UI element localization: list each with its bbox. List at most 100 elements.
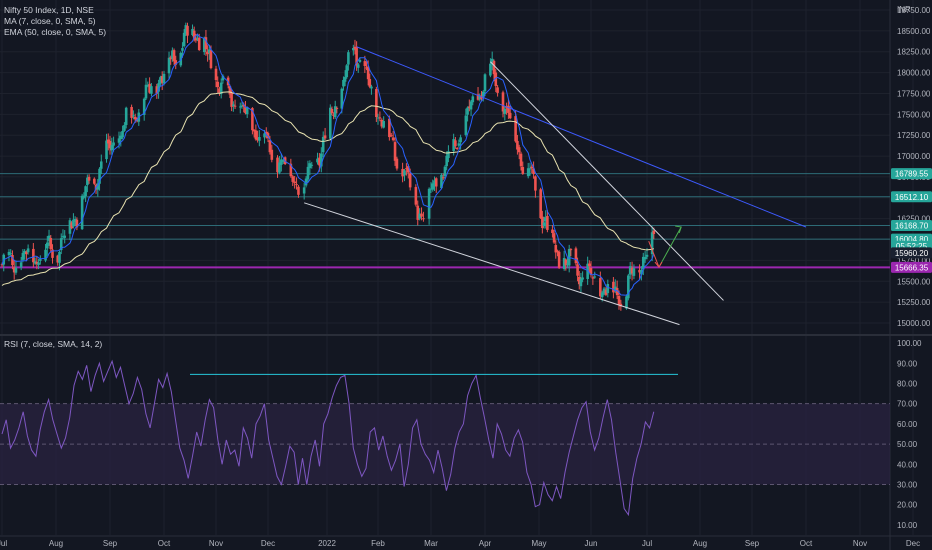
candle-body — [569, 249, 573, 251]
candle-body — [414, 187, 418, 205]
time-tick-label: Apr — [479, 539, 492, 548]
candle-body — [650, 232, 654, 255]
candle-body — [150, 86, 153, 94]
candle-body — [174, 60, 178, 65]
price-tick-label: 17000.00 — [897, 152, 931, 161]
projection-arrow-up — [658, 226, 682, 268]
candle-body — [297, 186, 300, 195]
price-tag-label: 16168.70 — [895, 221, 929, 230]
candle-body — [86, 177, 89, 186]
rsi-legend[interactable]: RSI (7, close, SMA, 14, 2) — [4, 339, 103, 349]
candle-body — [281, 159, 285, 162]
candle-body — [557, 251, 561, 268]
price-tag-label: 16004.80 — [895, 235, 929, 244]
candle-body — [121, 130, 124, 138]
candle-body — [49, 238, 53, 250]
candle-body — [302, 187, 306, 194]
chart-legend: Nifty 50 Index, 1D, NSE MA (7, close, 0,… — [4, 5, 106, 38]
candle-body — [342, 79, 345, 87]
candle-body — [240, 105, 244, 107]
candle-body — [457, 143, 461, 146]
candle-body — [123, 125, 126, 131]
candle-body — [466, 107, 469, 115]
candle-body — [408, 173, 412, 188]
candle-body — [155, 86, 159, 94]
price-tag — [891, 219, 932, 231]
candle-body — [146, 85, 150, 87]
candle-body — [431, 183, 435, 190]
rsi-tick-label: 10.00 — [897, 521, 918, 530]
candle-body — [395, 158, 399, 169]
candle-body — [25, 251, 28, 255]
time-tick-label: Sep — [745, 539, 760, 548]
horizontal-levels — [0, 173, 890, 269]
rsi-tick-label: 40.00 — [897, 460, 918, 469]
candle-body — [640, 270, 643, 275]
candle-body — [197, 37, 201, 51]
price-tag-label: 05:52:25 — [896, 242, 928, 251]
rsi-pane — [0, 359, 890, 517]
price-tick-label: 15500.00 — [897, 277, 931, 286]
price-tick-label: 15250.00 — [897, 298, 931, 307]
candle-body — [162, 73, 166, 84]
candle-body — [264, 131, 268, 134]
candle-body — [345, 65, 349, 78]
candle-body — [567, 248, 571, 266]
trendline-drawings[interactable] — [304, 46, 807, 326]
candle-body — [469, 101, 473, 110]
candle-body — [58, 251, 61, 263]
candle-body — [245, 107, 249, 115]
rsi-axis[interactable]: 100.00 90.00 80.00 70.00 60.00 50.00 40.00 30.0… — [897, 339, 922, 530]
ma-legend[interactable]: MA (7, close, 0, SMA, 5) — [4, 16, 96, 26]
candle-body — [602, 288, 606, 294]
candle-body — [434, 178, 438, 187]
candle-body — [546, 215, 549, 230]
candle-body — [363, 61, 367, 67]
candle-body — [455, 148, 459, 150]
candle-body — [393, 142, 397, 161]
candle-body — [422, 218, 425, 220]
candle-body — [454, 140, 457, 147]
candle-body — [532, 168, 535, 174]
candle-body — [280, 159, 283, 165]
price-tag — [891, 247, 932, 259]
candle-body — [167, 57, 171, 74]
candle-body — [82, 195, 86, 198]
candle-body — [406, 166, 410, 173]
candle-body — [332, 114, 335, 116]
candle-body — [171, 50, 174, 59]
candle-body — [539, 189, 542, 219]
candle-body — [433, 180, 436, 184]
candle-body — [562, 258, 566, 269]
candle-body — [628, 266, 632, 275]
time-tick-label: May — [531, 539, 546, 548]
price-tick-label: 18750.00 — [897, 6, 931, 15]
symbol-title[interactable]: Nifty 50 Index, 1D, NSE — [4, 5, 94, 15]
candle-body — [440, 174, 443, 189]
candle-body — [376, 117, 380, 119]
candle-body — [586, 263, 589, 279]
indicator-lines — [1, 33, 655, 296]
time-axis[interactable]: Jul Aug Sep Oct Nov Dec 2022 Feb Mar Apr May Jun Jul… — [0, 539, 920, 548]
candle-body — [542, 222, 546, 227]
candle-body — [321, 136, 325, 153]
candle-body — [186, 25, 189, 36]
candle-body — [471, 96, 475, 103]
candle-body — [645, 254, 649, 257]
candle-body — [108, 140, 112, 149]
price-tags: 16789.55 16512.10 16168.70 16004.8005:52:25… — [891, 168, 932, 273]
ema-legend[interactable]: EMA (50, close, 0, SMA, 5) — [4, 27, 107, 37]
candle-body — [606, 284, 610, 294]
candle-body — [37, 262, 40, 265]
candle-body — [204, 37, 208, 50]
candle-body — [576, 264, 579, 276]
candle-body — [70, 222, 73, 229]
candle-body — [429, 188, 433, 190]
candle-body — [160, 76, 164, 83]
candle-body — [501, 92, 505, 112]
candle-body — [521, 167, 525, 174]
arrow-head-down — [654, 261, 663, 268]
candle-body — [416, 205, 420, 220]
